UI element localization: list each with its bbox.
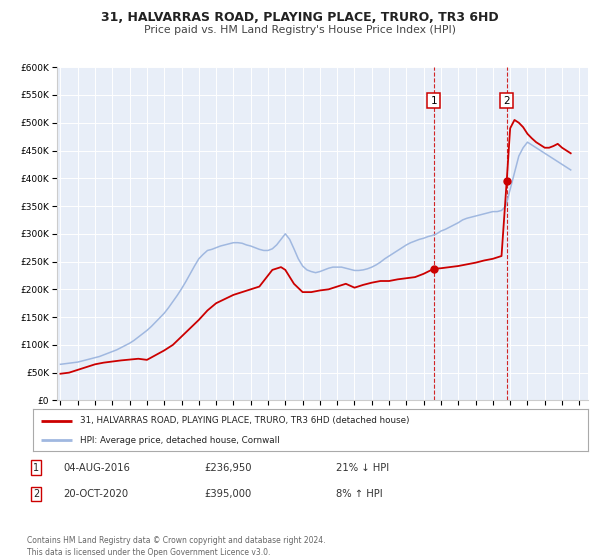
Text: 2: 2 — [33, 489, 39, 499]
Text: HPI: Average price, detached house, Cornwall: HPI: Average price, detached house, Corn… — [80, 436, 280, 445]
Text: 1: 1 — [430, 96, 437, 105]
Text: 21% ↓ HPI: 21% ↓ HPI — [336, 463, 389, 473]
Text: 04-AUG-2016: 04-AUG-2016 — [63, 463, 130, 473]
Text: 1: 1 — [33, 463, 39, 473]
Text: Contains HM Land Registry data © Crown copyright and database right 2024.
This d: Contains HM Land Registry data © Crown c… — [27, 536, 325, 557]
Text: 2: 2 — [503, 96, 510, 105]
Text: 31, HALVARRAS ROAD, PLAYING PLACE, TRURO, TR3 6HD: 31, HALVARRAS ROAD, PLAYING PLACE, TRURO… — [101, 11, 499, 24]
Text: 20-OCT-2020: 20-OCT-2020 — [63, 489, 128, 499]
Text: Price paid vs. HM Land Registry's House Price Index (HPI): Price paid vs. HM Land Registry's House … — [144, 25, 456, 35]
Text: £395,000: £395,000 — [204, 489, 251, 499]
Text: 31, HALVARRAS ROAD, PLAYING PLACE, TRURO, TR3 6HD (detached house): 31, HALVARRAS ROAD, PLAYING PLACE, TRURO… — [80, 416, 410, 425]
Text: £236,950: £236,950 — [204, 463, 251, 473]
Text: 8% ↑ HPI: 8% ↑ HPI — [336, 489, 383, 499]
